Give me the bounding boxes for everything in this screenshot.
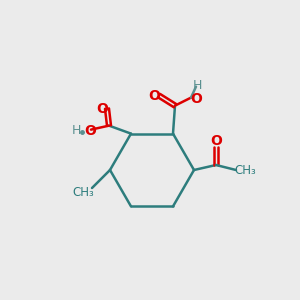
Text: O: O bbox=[210, 134, 222, 148]
Text: O: O bbox=[84, 124, 96, 138]
Text: O: O bbox=[96, 102, 108, 116]
Text: CH₃: CH₃ bbox=[234, 164, 256, 176]
Text: O: O bbox=[148, 88, 160, 103]
Text: O: O bbox=[190, 92, 202, 106]
Text: H: H bbox=[71, 124, 81, 137]
Text: CH₃: CH₃ bbox=[72, 185, 94, 199]
Text: H: H bbox=[192, 79, 202, 92]
